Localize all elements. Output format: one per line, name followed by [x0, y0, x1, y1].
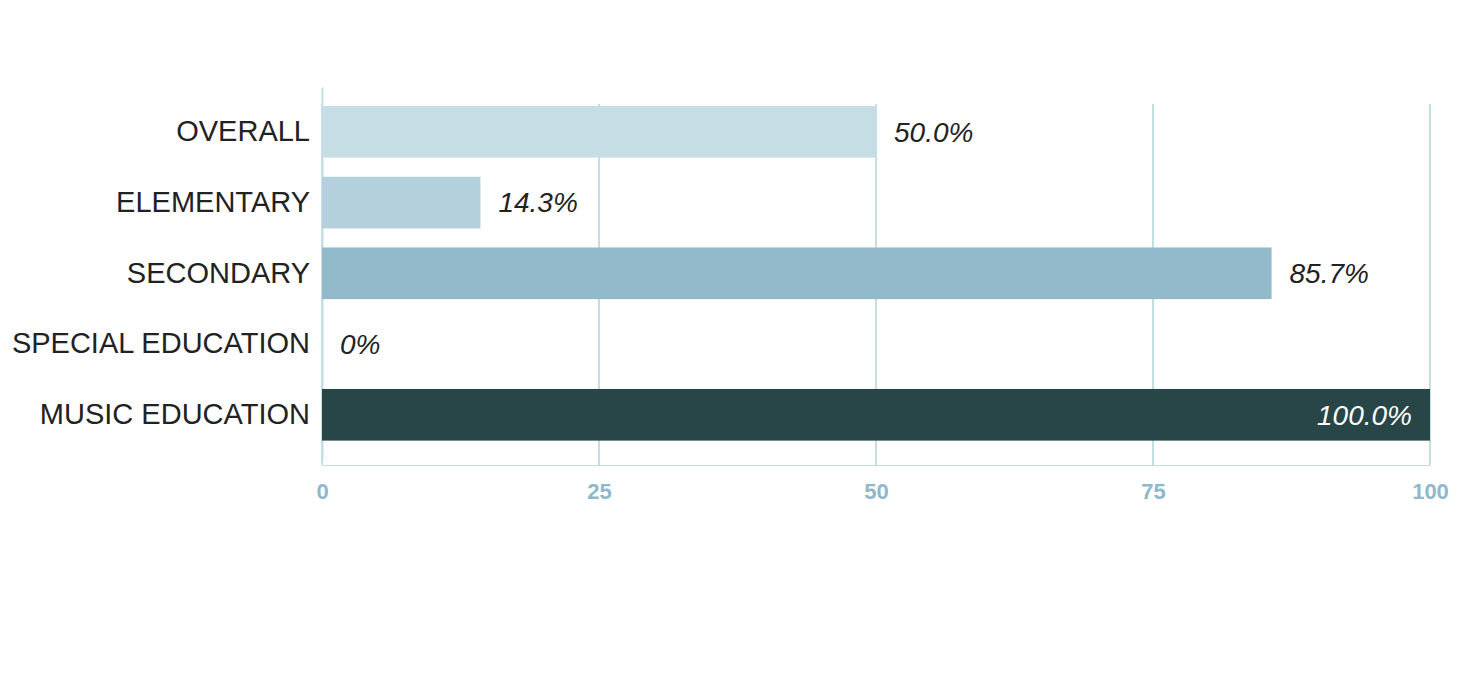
bar — [322, 389, 1430, 441]
category-label: MUSIC EDUCATION — [40, 398, 310, 430]
tick: 75 — [1141, 465, 1165, 504]
tick: OVERALL — [176, 115, 322, 147]
category-label: SPECIAL EDUCATION — [12, 327, 310, 359]
category-label: SECONDARY — [127, 257, 310, 289]
tick-label: 100 — [1412, 479, 1449, 504]
tick: 100 — [1412, 465, 1449, 504]
bar — [322, 318, 323, 370]
tick: SECONDARY — [127, 257, 322, 289]
category-label: ELEMENTARY — [116, 186, 310, 218]
tick: 0 — [316, 465, 328, 504]
data-label: 14.3% — [498, 187, 577, 218]
x-axis: 0 25 50 75 100 — [316, 465, 1448, 504]
tick-label: 75 — [1141, 479, 1165, 504]
tick-label: 50 — [864, 479, 888, 504]
axis-line — [323, 465, 1431, 466]
grid — [322, 104, 1430, 465]
data-label: 50.0% — [894, 117, 973, 148]
y-axis: OVERALL ELEMENTARY SECONDARY SPECIAL EDUCAT… — [12, 87, 323, 460]
bars — [322, 106, 1430, 441]
category-label: OVERALL — [176, 115, 310, 147]
data-label: 85.7% — [1290, 258, 1369, 289]
tick: 50 — [864, 465, 888, 504]
tick: MUSIC EDUCATION — [40, 398, 322, 430]
bar — [322, 247, 1272, 299]
tick: 25 — [587, 465, 611, 504]
data-labels: 50.0% 14.3% 85.7% 0% 100.0% — [340, 117, 1412, 431]
bar — [322, 177, 480, 229]
tick: SPECIAL EDUCATION — [12, 327, 322, 359]
tick-label: 0 — [316, 479, 328, 504]
bar — [322, 106, 876, 158]
tick: ELEMENTARY — [116, 186, 322, 218]
data-label: 100.0% — [1317, 400, 1412, 431]
tick-label: 25 — [587, 479, 611, 504]
chart: 0 25 50 75 100 OVERALL ELEMENTARY SECONDARY SPEC… — [0, 0, 1460, 687]
data-label: 0% — [340, 329, 380, 360]
